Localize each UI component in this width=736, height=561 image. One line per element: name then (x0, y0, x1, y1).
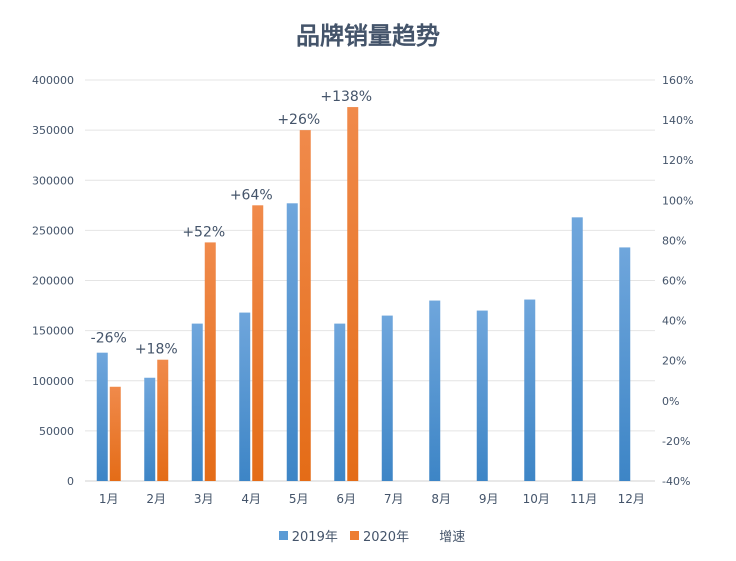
x-tick-label: 4月 (241, 492, 261, 506)
x-tick-label: 5月 (289, 492, 309, 506)
y2-tick-label: 120% (662, 154, 693, 167)
legend: 2019年 2020年 增速 (0, 526, 736, 545)
x-tick-label: 11月 (570, 492, 597, 506)
growth-label: +64% (230, 187, 273, 203)
y2-tick-label: 20% (662, 355, 686, 368)
y-tick-label: 0 (67, 475, 74, 488)
chart-title: 品牌销量趋势 (296, 21, 440, 50)
bar-2019 (191, 323, 203, 481)
growth-label: +52% (182, 224, 225, 240)
x-tick-label: 2月 (146, 492, 166, 506)
bar-2019 (96, 352, 108, 481)
growth-label: +26% (277, 112, 320, 128)
legend-label-growth: 增速 (439, 530, 466, 545)
y-tick-label: 250000 (32, 224, 74, 237)
x-tick-label: 8月 (431, 492, 451, 506)
y-tick-label: 300000 (32, 174, 74, 187)
x-tick-label: 12月 (618, 492, 645, 506)
y-tick-label: 350000 (32, 124, 74, 137)
bar-2020 (204, 242, 216, 481)
legend-swatch-2019 (278, 531, 288, 540)
y2-tick-label: 40% (662, 315, 686, 328)
y2-tick-label: 140% (662, 114, 693, 127)
bar-2019 (381, 315, 393, 481)
bar-2019 (524, 299, 536, 481)
growth-label: +18% (135, 342, 178, 358)
y-tick-label: 100000 (32, 375, 74, 388)
bar-2019 (334, 323, 346, 481)
y-tick-label: 50000 (39, 425, 74, 438)
x-tick-label: 9月 (479, 492, 499, 506)
legend-label-2020: 2020年 (362, 530, 410, 545)
growth-label: +138% (320, 89, 372, 105)
x-tick-label: 1月 (99, 492, 119, 506)
bar-2020 (109, 386, 121, 481)
y-tick-label: 200000 (32, 275, 74, 288)
y2-tick-label: 80% (662, 234, 686, 247)
x-tick-label: 10月 (523, 492, 550, 506)
y2-tick-label: -40% (662, 475, 690, 488)
bar-2019 (476, 310, 488, 481)
bar-2019 (429, 300, 441, 481)
y-tick-label: 150000 (32, 325, 74, 338)
bar-2019 (144, 377, 156, 481)
growth-label: -26% (91, 331, 127, 347)
bar-2019 (571, 217, 583, 481)
bar-2020 (157, 359, 169, 481)
bar-2019 (239, 312, 251, 481)
bar-2019 (619, 247, 631, 481)
y2-tick-label: 0% (662, 395, 679, 408)
y-tick-label: 400000 (32, 74, 74, 87)
bar-2020 (252, 205, 264, 481)
x-tick-label: 6月 (336, 492, 356, 506)
legend-swatch-2020 (349, 531, 359, 540)
bar-2020 (347, 107, 359, 481)
y2-tick-label: 160% (662, 74, 693, 87)
y2-tick-label: 100% (662, 194, 693, 207)
bar-2019 (286, 203, 298, 481)
y2-tick-label: 60% (662, 275, 686, 288)
x-tick-label: 3月 (194, 492, 214, 506)
legend-label-2019: 2019年 (291, 530, 338, 545)
y2-tick-label: -20% (662, 435, 690, 448)
x-tick-label: 7月 (384, 492, 404, 506)
bar-2020 (299, 130, 311, 481)
